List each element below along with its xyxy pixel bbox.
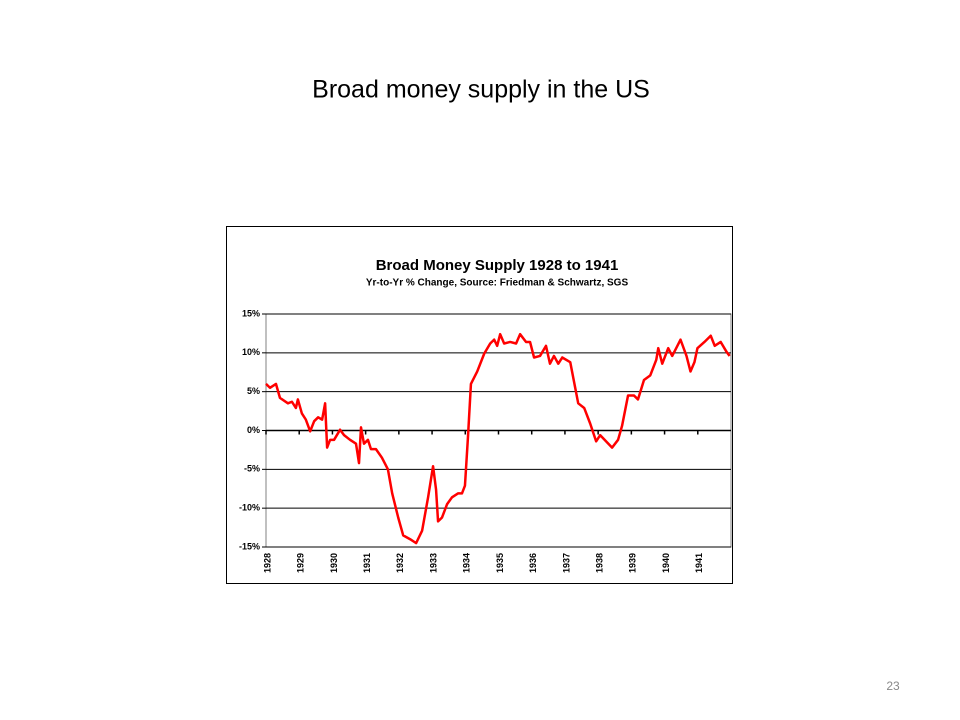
y-tick-label: -15% [239, 541, 260, 551]
x-tick-label: 1939 [628, 553, 638, 573]
x-tick-label: 1937 [561, 553, 571, 573]
x-tick-label: 1934 [462, 553, 472, 573]
x-tick-label: 1928 [262, 553, 272, 573]
chart-subtitle: Yr-to-Yr % Change, Source: Friedman & Sc… [366, 278, 629, 289]
y-tick-label: 0% [247, 425, 260, 435]
page-number: 23 [886, 679, 900, 693]
x-tick-label: 1935 [495, 553, 505, 573]
x-tick-label: 1929 [296, 553, 306, 573]
slide-title: Broad money supply in the US [312, 76, 650, 104]
y-tick-label: 15% [242, 308, 260, 318]
x-tick-label: 1941 [694, 553, 704, 573]
chart-title: Broad Money Supply 1928 to 1941 [376, 257, 619, 274]
data-line [265, 332, 731, 545]
y-tick-label: -5% [244, 464, 260, 474]
x-tick-label: 1938 [595, 553, 605, 573]
x-tick-label: 1940 [661, 553, 671, 573]
y-tick-label: -10% [239, 503, 260, 513]
x-tick-label: 1933 [428, 553, 438, 573]
x-tick-label: 1932 [395, 553, 405, 573]
x-tick-label: 1936 [528, 553, 538, 573]
y-tick-label: 10% [242, 347, 260, 357]
x-tick-label: 1930 [329, 553, 339, 573]
y-tick-label: 5% [247, 386, 260, 396]
x-tick-label: 1931 [362, 553, 372, 573]
